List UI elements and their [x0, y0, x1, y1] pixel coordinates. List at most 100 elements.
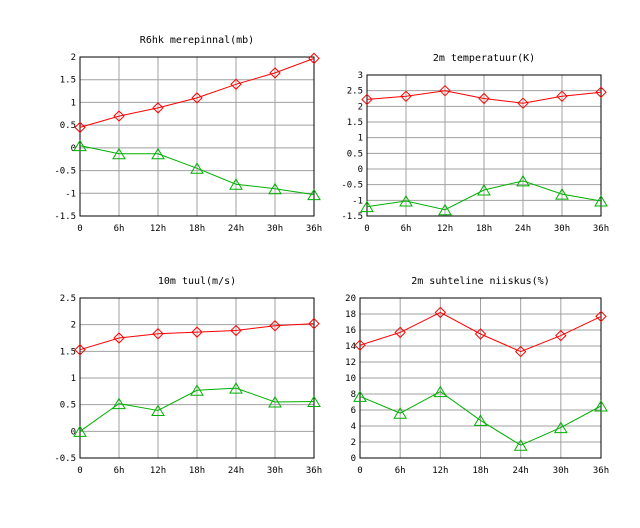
- data-point-diamond: [152, 328, 164, 340]
- data-point-triangle: [268, 396, 282, 408]
- y-tick-label: 1.5: [60, 347, 76, 357]
- data-point-diamond: [556, 90, 568, 103]
- data-point-diamond: [308, 52, 320, 65]
- y-tick-label: 2.5: [347, 87, 363, 97]
- series-line-2: [359, 391, 602, 446]
- data-point-triangle: [399, 194, 413, 207]
- y-tick-label: 1.5: [60, 76, 76, 86]
- x-tick-label: 18h: [189, 466, 205, 476]
- data-point-diamond: [308, 317, 320, 330]
- data-point-triangle: [360, 200, 374, 213]
- data-point-triangle: [190, 384, 204, 396]
- chart-panel-3: 10m tuul(m/s) 0 6h 12h 18h 24h 30h 36h 2.5 2 1.5 1 0…: [54, 276, 322, 476]
- data-point-diamond: [595, 86, 607, 98]
- y-tick-label: -1: [65, 189, 76, 199]
- y-tick-label: 18: [345, 310, 356, 320]
- data-point-diamond: [152, 102, 164, 114]
- data-point-triangle: [190, 162, 204, 174]
- y-tick-label: 1.5: [347, 118, 363, 128]
- data-point-triangle: [555, 188, 569, 200]
- plot-frame: [359, 297, 602, 459]
- y-tick-label: -0.5: [54, 454, 76, 464]
- plot-frame: [79, 297, 315, 459]
- y-tick-label: -1: [352, 196, 363, 206]
- y-tick-label: -1.5: [341, 212, 363, 222]
- chart-title: 2m temperatuur(K): [433, 53, 535, 64]
- data-point-triangle: [112, 147, 126, 160]
- data-point-diamond: [354, 339, 366, 351]
- series-line-2: [366, 180, 602, 211]
- series-line-2: [79, 387, 315, 432]
- chart-panel-1: R6hk merepinnal(mb) 0 6h 12h 18h 24h 30h 36h 2 1.…: [54, 35, 322, 234]
- y-tick-label: -0.5: [54, 167, 76, 177]
- data-point-diamond: [361, 93, 373, 106]
- series-line-1: [79, 323, 315, 351]
- y-tick-label: 2: [358, 102, 363, 112]
- data-point-diamond: [434, 306, 447, 319]
- chart-title: 10m tuul(m/s): [158, 276, 236, 287]
- data-point-diamond: [74, 344, 86, 356]
- data-point-triangle: [151, 147, 165, 160]
- y-tick-label: 6: [351, 406, 356, 416]
- y-tick-label: 12: [345, 358, 356, 368]
- data-point-triangle: [112, 397, 126, 410]
- series-line-1: [366, 90, 602, 104]
- y-tick-label: 1: [71, 374, 76, 384]
- x-tick-label: 6h: [395, 466, 406, 476]
- series-line-2: [79, 145, 315, 196]
- data-point-diamond: [555, 329, 567, 342]
- data-point-triangle: [393, 407, 408, 419]
- data-point-triangle: [477, 184, 491, 196]
- y-tick-label: 2.5: [60, 294, 76, 304]
- data-point-triangle: [433, 385, 448, 398]
- x-tick-label: 18h: [476, 224, 492, 234]
- x-tick-label: 30h: [267, 466, 283, 476]
- chart-title: R6hk merepinnal(mb): [140, 35, 254, 46]
- data-point-triangle: [594, 400, 608, 412]
- data-point-triangle: [229, 382, 243, 394]
- data-point-triangle: [353, 390, 367, 402]
- x-tick-label: 36h: [593, 224, 609, 234]
- x-tick-label: 18h: [472, 466, 488, 476]
- data-point-triangle: [151, 404, 165, 417]
- x-tick-label: 30h: [554, 224, 570, 234]
- data-point-diamond: [514, 345, 527, 358]
- x-tick-label: 30h: [553, 466, 569, 476]
- data-point-triangle: [307, 188, 321, 201]
- data-point-diamond: [517, 97, 529, 109]
- data-point-diamond: [595, 310, 607, 323]
- y-tick-label: 0: [71, 427, 76, 437]
- data-point-triangle: [553, 421, 568, 434]
- y-tick-label: 2: [71, 53, 76, 63]
- data-point-triangle: [473, 414, 488, 426]
- x-tick-label: 24h: [515, 224, 531, 234]
- data-point-triangle: [594, 194, 608, 207]
- chart-title: 2m suhteline niiskus(%): [411, 276, 549, 287]
- data-point-triangle: [268, 182, 282, 195]
- y-tick-label: -0.5: [341, 181, 363, 191]
- data-point-diamond: [478, 92, 490, 105]
- x-tick-label: 12h: [437, 224, 453, 234]
- x-tick-label: 12h: [150, 466, 166, 476]
- data-point-diamond: [400, 90, 412, 103]
- x-tick-label: 6h: [114, 466, 125, 476]
- y-tick-label: 2: [71, 321, 76, 331]
- x-tick-label: 6h: [114, 224, 125, 234]
- data-point-triangle: [516, 174, 530, 187]
- data-point-diamond: [230, 324, 242, 337]
- y-tick-label: -1.5: [54, 212, 76, 222]
- y-tick-label: 0: [71, 144, 76, 154]
- y-tick-label: 3: [358, 71, 363, 81]
- data-point-diamond: [191, 92, 203, 104]
- data-point-triangle: [307, 395, 321, 407]
- x-tick-label: 24h: [228, 224, 244, 234]
- plot-frame: [79, 56, 315, 217]
- x-tick-label: 24h: [228, 466, 244, 476]
- y-tick-label: 0.5: [60, 121, 76, 131]
- x-tick-label: 36h: [306, 224, 322, 234]
- series-line-1: [359, 311, 602, 353]
- y-tick-label: 0.5: [60, 401, 76, 411]
- y-tick-label: 20: [345, 294, 356, 304]
- y-tick-label: 2: [351, 438, 356, 448]
- data-point-diamond: [269, 67, 281, 79]
